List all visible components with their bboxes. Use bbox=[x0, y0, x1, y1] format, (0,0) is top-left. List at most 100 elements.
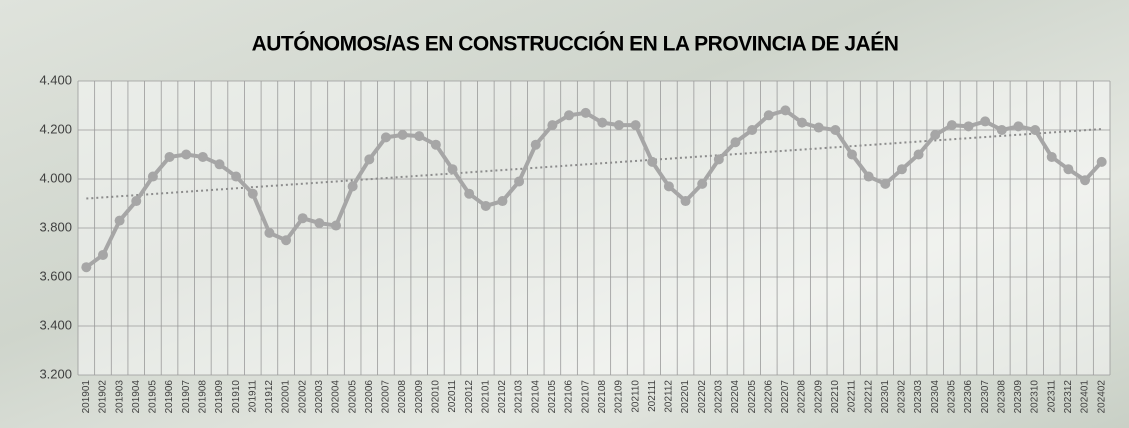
data-point bbox=[914, 150, 924, 160]
x-tick-label: 202210 bbox=[830, 380, 841, 414]
data-point bbox=[81, 262, 91, 272]
x-tick-label: 202201 bbox=[680, 380, 691, 414]
x-tick-label: 202008 bbox=[397, 380, 408, 414]
x-tick-label: 202105 bbox=[547, 380, 558, 414]
x-tick-label: 202104 bbox=[530, 380, 541, 414]
data-point bbox=[264, 228, 274, 238]
x-tick-label: 202205 bbox=[747, 380, 758, 414]
x-tick-label: 202312 bbox=[1063, 380, 1074, 414]
x-tick-label: 201906 bbox=[164, 380, 175, 414]
x-tick-label: 201904 bbox=[131, 380, 142, 414]
x-tick-label: 202209 bbox=[813, 380, 824, 414]
data-point bbox=[947, 120, 957, 130]
data-point bbox=[930, 130, 940, 140]
x-tick-label: 202001 bbox=[281, 380, 292, 414]
x-tick-label: 202302 bbox=[897, 380, 908, 414]
data-point bbox=[830, 125, 840, 135]
x-tick-label: 202311 bbox=[1046, 380, 1057, 413]
x-tick-label: 202107 bbox=[580, 380, 591, 414]
data-point bbox=[431, 140, 441, 150]
x-tick-label: 202204 bbox=[730, 380, 741, 414]
data-point bbox=[847, 150, 857, 160]
page: {"chart_data": {"type": "line", "title":… bbox=[0, 0, 1129, 428]
x-tick-label: 202208 bbox=[797, 380, 808, 414]
data-point bbox=[348, 181, 358, 191]
data-point bbox=[531, 140, 541, 150]
x-tick-label: 201902 bbox=[98, 380, 109, 414]
x-tick-label: 202308 bbox=[996, 380, 1007, 414]
data-point bbox=[364, 154, 374, 164]
x-tick-label: 202002 bbox=[297, 380, 308, 414]
data-point bbox=[1047, 152, 1057, 162]
x-tick-label: 202303 bbox=[913, 380, 924, 414]
x-tick-label: 202010 bbox=[431, 380, 442, 414]
chart-title: AUTÓNOMOS/AS EN CONSTRUCCIÓN EN LA PROVI… bbox=[252, 32, 899, 56]
y-tick-label: 4.400 bbox=[39, 72, 72, 87]
data-point bbox=[281, 235, 291, 245]
x-tick-label: 202005 bbox=[347, 380, 358, 414]
y-tick-label: 3.400 bbox=[39, 317, 72, 332]
data-point bbox=[547, 120, 557, 130]
x-tick-label: 202103 bbox=[514, 380, 525, 414]
data-point bbox=[814, 123, 824, 133]
x-tick-label: 202401 bbox=[1080, 380, 1091, 414]
x-tick-label: 202003 bbox=[314, 380, 325, 414]
data-point bbox=[514, 176, 524, 186]
x-tick-label: 202111 bbox=[647, 380, 658, 412]
data-point bbox=[897, 164, 907, 174]
data-point bbox=[198, 152, 208, 162]
data-point bbox=[115, 216, 125, 226]
x-tick-label: 202203 bbox=[713, 380, 724, 414]
data-point bbox=[780, 105, 790, 115]
data-point bbox=[331, 221, 341, 231]
x-tick-label: 202310 bbox=[1030, 380, 1041, 414]
data-point bbox=[697, 179, 707, 189]
data-point bbox=[148, 172, 158, 182]
data-point bbox=[1080, 175, 1090, 185]
data-point bbox=[581, 108, 591, 118]
data-point bbox=[564, 110, 574, 120]
x-tick-label: 201911 bbox=[247, 380, 258, 413]
data-point bbox=[497, 196, 507, 206]
data-point bbox=[181, 150, 191, 160]
data-point bbox=[681, 196, 691, 206]
x-tick-label: 202207 bbox=[780, 380, 791, 414]
y-tick-label: 3.800 bbox=[39, 219, 72, 234]
chart: AUTÓNOMOS/AS EN CONSTRUCCIÓN EN LA PROVI… bbox=[0, 0, 1129, 428]
x-tick-label: 201908 bbox=[197, 380, 208, 414]
x-tick-label: 202212 bbox=[863, 380, 874, 414]
data-point bbox=[730, 137, 740, 147]
data-point bbox=[864, 172, 874, 182]
x-tick-label: 202004 bbox=[331, 380, 342, 414]
data-point bbox=[980, 116, 990, 126]
data-point bbox=[997, 125, 1007, 135]
x-tick-label: 202007 bbox=[381, 380, 392, 414]
data-point bbox=[314, 218, 324, 228]
data-point bbox=[248, 189, 258, 199]
x-tick-label: 202109 bbox=[614, 380, 625, 414]
x-tick-label: 202102 bbox=[497, 380, 508, 414]
x-tick-label: 202301 bbox=[880, 380, 891, 414]
data-point bbox=[414, 131, 424, 141]
y-tick-label: 4.200 bbox=[39, 121, 72, 136]
x-tick-label: 201909 bbox=[214, 380, 225, 414]
x-tick-label: 202306 bbox=[963, 380, 974, 414]
data-point bbox=[764, 110, 774, 120]
x-tick-label: 202309 bbox=[1013, 380, 1024, 414]
y-tick-label: 3.600 bbox=[39, 268, 72, 283]
x-tick-label: 202110 bbox=[630, 380, 641, 413]
x-tick-label: 202106 bbox=[564, 380, 575, 414]
x-tick-label: 202211 bbox=[847, 380, 858, 413]
data-point bbox=[647, 157, 657, 167]
x-tick-label: 202307 bbox=[980, 380, 991, 414]
x-tick-label: 202112 bbox=[664, 380, 675, 413]
data-point bbox=[1097, 157, 1107, 167]
data-point bbox=[1013, 121, 1023, 131]
data-point bbox=[131, 196, 141, 206]
x-tick-label: 201905 bbox=[148, 380, 159, 414]
x-tick-label: 202206 bbox=[763, 380, 774, 414]
x-tick-label: 202012 bbox=[464, 380, 475, 414]
data-point bbox=[1030, 125, 1040, 135]
data-point bbox=[964, 121, 974, 131]
x-tick-label: 202101 bbox=[480, 380, 491, 414]
